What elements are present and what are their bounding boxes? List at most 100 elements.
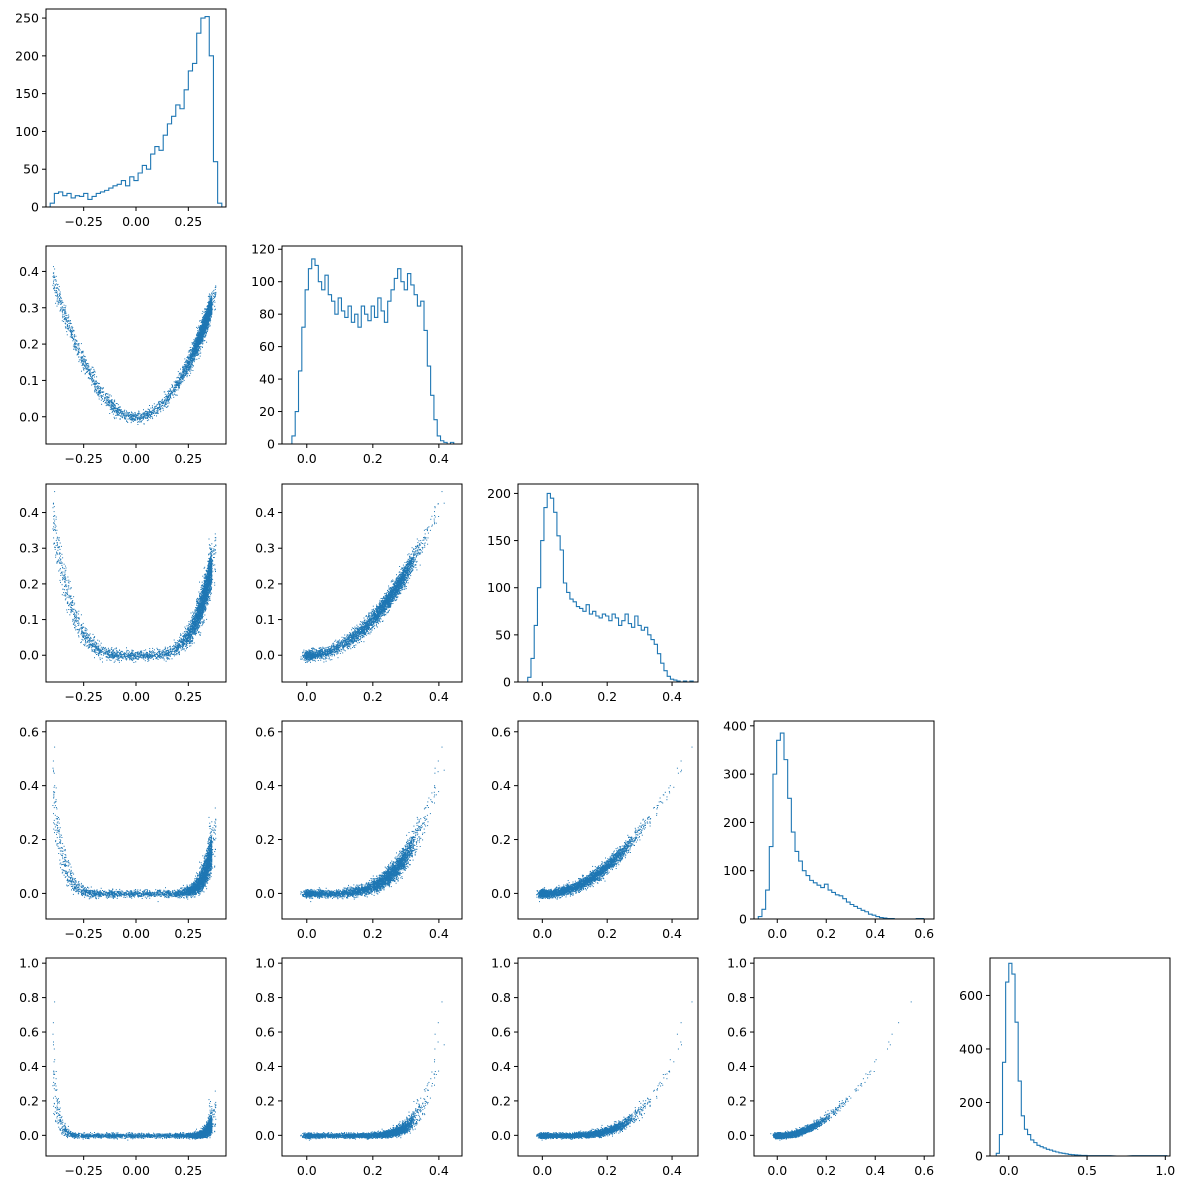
scatter-point <box>60 309 61 310</box>
scatter-point <box>213 298 214 299</box>
scatter-point <box>153 410 154 411</box>
scatter-point <box>204 312 205 313</box>
scatter-point <box>203 333 204 334</box>
scatter-point <box>97 382 98 383</box>
scatter-point <box>202 334 203 335</box>
scatter-point <box>178 389 179 390</box>
scatter-point <box>215 287 216 288</box>
scatter-point <box>175 395 176 396</box>
scatter-point <box>81 357 82 358</box>
scatter-point <box>181 374 182 375</box>
scatter-point <box>126 414 127 415</box>
scatter-point <box>206 332 207 333</box>
scatter-point <box>179 387 180 388</box>
scatter-point <box>93 384 94 385</box>
scatter-point <box>70 598 71 599</box>
scatter-point <box>147 416 148 417</box>
scatter-point <box>193 354 194 355</box>
scatter-point <box>128 413 129 414</box>
scatter-point <box>65 328 66 329</box>
scatter-point <box>84 360 85 361</box>
scatter-point <box>215 294 216 295</box>
scatter-point <box>151 414 152 415</box>
scatter-point <box>183 378 184 379</box>
scatter-point <box>192 355 193 356</box>
scatter-point <box>97 388 98 389</box>
scatter-point <box>206 321 207 322</box>
scatter-point <box>65 310 66 311</box>
scatter-point <box>210 306 211 307</box>
scatter-point <box>158 408 159 409</box>
y-tick-label: 0.0 <box>19 409 39 424</box>
scatter-point <box>169 659 170 660</box>
scatter-point <box>138 413 139 414</box>
scatter-point <box>205 309 206 310</box>
scatter-point <box>181 381 182 382</box>
scatter-point <box>56 292 57 293</box>
scatter-point <box>62 302 63 303</box>
scatter-point <box>184 362 185 363</box>
scatter-point <box>179 637 180 638</box>
scatter-point <box>68 323 69 324</box>
scatter-point <box>183 369 184 370</box>
scatter-point <box>99 391 100 392</box>
scatter-point <box>123 413 124 414</box>
scatter-point <box>215 292 216 293</box>
scatter-point <box>202 333 203 334</box>
scatter-point <box>131 417 132 418</box>
y-tick-label: 0.2 <box>19 337 39 352</box>
scatter-point <box>125 415 126 416</box>
scatter-point <box>75 336 76 337</box>
scatter-point <box>111 406 112 407</box>
scatter-point <box>85 640 86 641</box>
scatter-point <box>188 364 189 365</box>
scatter-point <box>90 376 91 377</box>
axes-frame <box>46 9 226 207</box>
scatter-point <box>214 300 215 301</box>
scatter-point <box>118 412 119 413</box>
scatter-point <box>213 301 214 302</box>
scatter-point <box>76 341 77 342</box>
scatter-point <box>184 372 185 373</box>
scatter-point <box>182 371 183 372</box>
scatter-point <box>179 386 180 387</box>
scatter-point <box>88 378 89 379</box>
scatter-point <box>170 394 171 395</box>
x-tick-label: 0.4 <box>429 451 449 466</box>
scatter-point <box>116 647 117 648</box>
scatter-point <box>98 391 99 392</box>
scatter-point <box>139 418 140 419</box>
scatter-point <box>214 302 215 303</box>
scatter-point <box>176 381 177 382</box>
scatter-point <box>196 354 197 355</box>
scatter-point <box>178 371 179 372</box>
scatter-point <box>124 417 125 418</box>
scatter-point <box>209 312 210 313</box>
scatter-point <box>106 405 107 406</box>
scatter-point <box>177 377 178 378</box>
scatter-point <box>155 412 156 413</box>
scatter-point <box>98 393 99 394</box>
scatter-point <box>195 344 196 345</box>
scatter-point <box>71 335 72 336</box>
scatter-point <box>98 386 99 387</box>
scatter-point <box>202 323 203 324</box>
scatter-point <box>58 284 59 285</box>
scatter-point <box>140 415 141 416</box>
scatter-point <box>198 336 199 337</box>
scatter-point <box>158 413 159 414</box>
scatter-point <box>87 363 88 364</box>
scatter-point <box>82 351 83 352</box>
scatter-point <box>143 409 144 410</box>
y-tick-label: 200 <box>15 48 39 63</box>
scatter-point <box>62 316 63 317</box>
scatter-point <box>186 374 187 375</box>
scatter-point <box>103 394 104 395</box>
scatter-point <box>147 420 148 421</box>
scatter-point <box>128 419 129 420</box>
scatter-point <box>116 650 117 651</box>
scatter-point <box>202 343 203 344</box>
x-tick-label: 0.00 <box>122 451 150 466</box>
scatter-point <box>215 295 216 296</box>
scatter-point <box>208 308 209 309</box>
